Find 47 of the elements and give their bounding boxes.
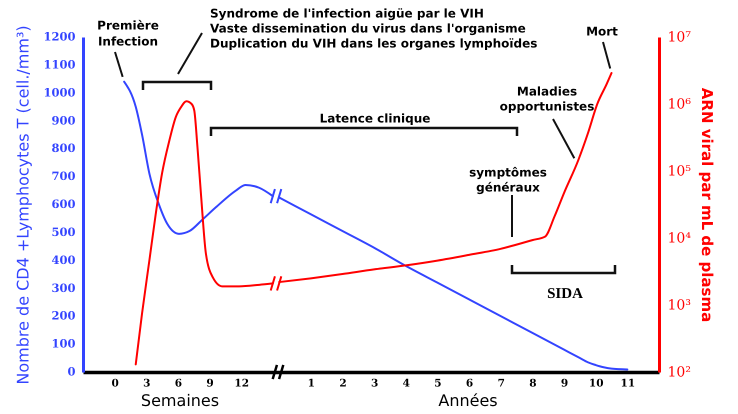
- x-tick-label: 6: [466, 378, 474, 390]
- annotation: Maladies opportunistes: [500, 84, 594, 114]
- x-tick-label: 12: [234, 378, 250, 390]
- y-tick-label: 300: [51, 280, 76, 295]
- y2-tick-label: 10⁴: [668, 230, 692, 246]
- y2-tick-label: 10²: [668, 364, 691, 380]
- y-tick-label: 500: [51, 224, 76, 239]
- y-tick-label: 700: [51, 169, 76, 184]
- y-tick-label: 900: [51, 113, 76, 128]
- x-tick-label: 0: [111, 378, 119, 390]
- x-tick-label: 9: [206, 378, 214, 390]
- x-axis-title: Années: [438, 391, 498, 410]
- y2-axis-title: ARN viral par mL de plasma: [698, 88, 716, 322]
- x-tick-label: 6: [174, 378, 182, 390]
- x-tick-label: 10: [588, 378, 604, 390]
- x-tick-label: 8: [529, 378, 537, 390]
- x-axis-title: Semaines: [140, 391, 220, 410]
- y2-tick-label: 10⁵: [668, 164, 692, 180]
- y-tick-label: 600: [51, 197, 76, 211]
- y2-tick-label: 10³: [668, 298, 691, 314]
- y-tick-label: 400: [51, 252, 76, 267]
- x-tick-label: 4: [402, 378, 410, 390]
- y-tick-label: 200: [51, 308, 76, 323]
- y-tick-label: 800: [51, 141, 76, 156]
- y-tick-label: 100: [51, 336, 76, 351]
- x-tick-label: 5: [434, 378, 442, 390]
- annotation: Mort: [586, 24, 618, 38]
- annotation: SIDA: [547, 286, 584, 302]
- annotation: Latence clinique: [320, 112, 430, 126]
- x-tick-label: 7: [498, 378, 505, 390]
- y-tick-label: 1100: [43, 57, 76, 72]
- x-tick-label: 11: [620, 378, 636, 390]
- annotation: Syndrome de l'infection aigüe par le VIH Vaste dissemination du virus dans l'organisme Duplication du VIH dans les organes lymphoïdes: [210, 6, 538, 50]
- annotation: symptômes généraux: [469, 166, 547, 194]
- x-tick-label: 1: [308, 378, 315, 390]
- x-tick-label: 3: [370, 378, 378, 390]
- y-tick-label: 0: [67, 364, 76, 378]
- line-series: [278, 72, 613, 284]
- y-tick-label: 1200: [43, 30, 76, 44]
- annotation: Première Infection: [97, 18, 159, 48]
- x-tick-label: 2: [339, 378, 347, 390]
- x-tick-label: 9: [560, 378, 568, 390]
- y-tick-label: 1000: [43, 85, 76, 100]
- y-axis-title: Nombre de CD4 +Lymphocytes T (cell./mm³): [13, 25, 32, 385]
- y2-tick-label: 10⁷: [668, 30, 692, 46]
- x-tick-label: 3: [143, 378, 150, 390]
- y2-tick-label: 10⁶: [668, 96, 692, 112]
